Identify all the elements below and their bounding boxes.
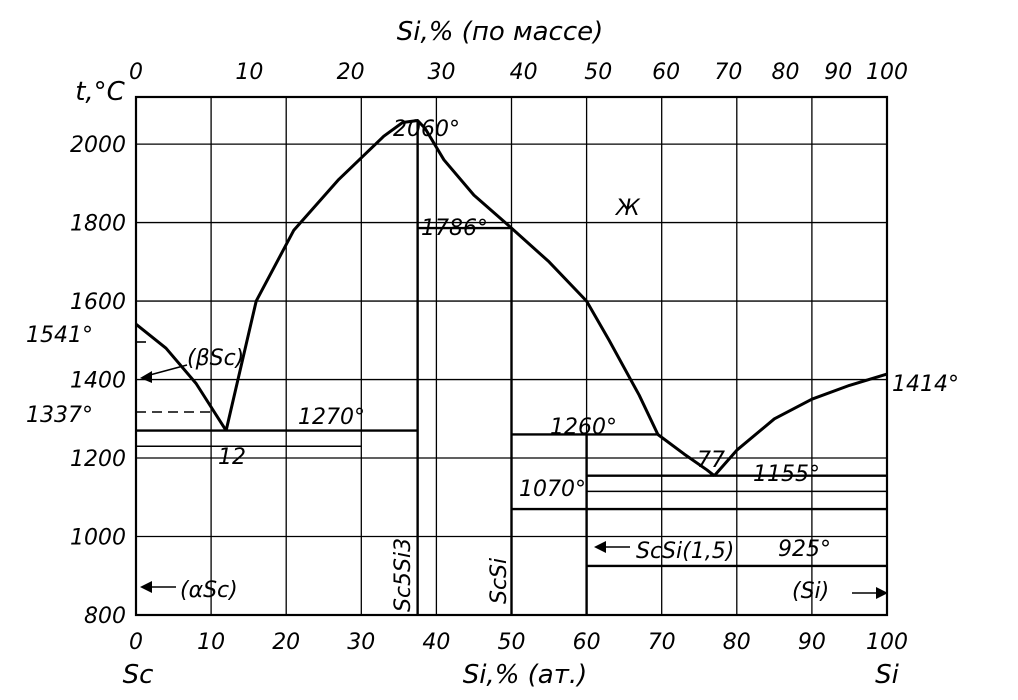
y-tick-label: 1600 [70, 290, 126, 315]
sc5si3-phase-label: Sc5Si3 [391, 538, 416, 612]
x-tick-label: 70 [648, 630, 676, 655]
y-tick-label: 1000 [70, 526, 126, 551]
axis-tick-labels: 0 10 20 30 40 50 60 70 80 90 1000 10 20 30 40 50 60 70 80 9… [70, 60, 908, 655]
eutectic-12-label: 12 [218, 445, 246, 470]
eutectic-1270-label: 1270° [298, 405, 365, 430]
plot-frame [134, 95, 889, 617]
element-sc-label: Sc [123, 660, 154, 690]
y-tick-label: 1200 [70, 447, 126, 472]
liquidus-curve-4 [657, 433, 716, 477]
element-si-label: Si [875, 660, 900, 690]
scsi15-phase-label: ScSi(1,5) [636, 539, 734, 564]
top-tick-label: 50 [584, 60, 612, 85]
top-tick-label: 60 [652, 60, 680, 85]
y-tick-label: 2000 [70, 133, 126, 158]
y-tick-label: 1800 [70, 212, 126, 237]
x-tick-label: 10 [197, 630, 225, 655]
liquidus-curve-3 [423, 127, 660, 436]
x-tick-label: 100 [866, 630, 908, 655]
top-tick-label: 10 [235, 60, 263, 85]
x-tick-label: 0 [129, 630, 143, 655]
top-tick-label: 70 [714, 60, 742, 85]
si-melting-point-label: 1414° [892, 372, 959, 397]
alpha-sc-label: (αSc) [180, 578, 238, 603]
liquidus-curve-2 [224, 119, 427, 431]
top-tick-label: 20 [337, 60, 365, 85]
x-axis-label: Si,% (ат.) [463, 660, 588, 690]
top-axis-label: Si,% (по массе) [397, 17, 604, 47]
liquid-region-label: Ж [614, 196, 641, 221]
top-tick-label: 0 [129, 60, 143, 85]
y-axis-label: t,°C [75, 77, 125, 107]
beta-sc-label: (βSc) [187, 346, 244, 371]
isotherm-1155-label: 1155° [753, 462, 820, 487]
x-tick-label: 60 [573, 630, 601, 655]
isotherm-925-label: 925° [778, 537, 831, 562]
top-tick-label: 30 [428, 60, 456, 85]
peritectic-1786-label: 1786° [421, 216, 488, 241]
sc-melting-point-label: 1541° [26, 323, 93, 348]
x-tick-label: 80 [723, 630, 751, 655]
max-2060-label: 2060° [393, 117, 460, 142]
top-tick-label: 90 [824, 60, 852, 85]
top-tick-label: 100 [866, 60, 908, 85]
y-tick-label: 1400 [70, 369, 126, 394]
si-phase-label: (Si) [792, 579, 829, 604]
sc-transition-label: 1337° [26, 403, 93, 428]
y-tick-label: 800 [84, 604, 126, 629]
eutectic-77-label: 77 [697, 448, 725, 473]
x-tick-label: 50 [498, 630, 526, 655]
x-tick-label: 90 [798, 630, 826, 655]
annotation-arrows [136, 341, 888, 599]
isotherm-1260-label: 1260° [550, 415, 617, 440]
top-tick-label: 40 [510, 60, 538, 85]
scsi-phase-label: ScSi [487, 558, 512, 604]
isotherm-lines [136, 120, 887, 615]
x-tick-label: 20 [272, 630, 300, 655]
x-tick-label: 30 [347, 630, 375, 655]
isotherm-1070-label: 1070° [519, 477, 586, 502]
x-tick-label: 40 [422, 630, 450, 655]
top-tick-label: 80 [772, 60, 800, 85]
liquidus-curve-5 [713, 372, 888, 477]
